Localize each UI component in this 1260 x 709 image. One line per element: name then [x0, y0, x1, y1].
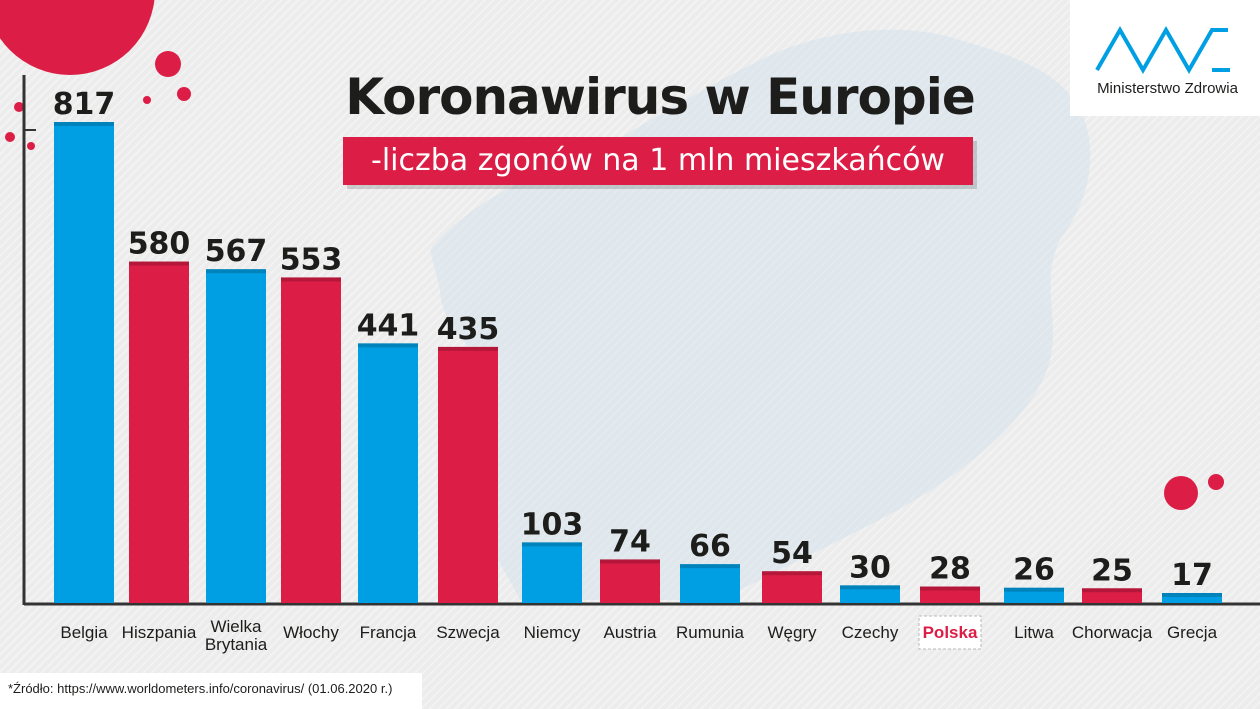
bar-węgry: [762, 571, 822, 603]
category-label: Czechy: [842, 623, 899, 642]
bar-top-shade: [54, 122, 114, 126]
bar-francja: [358, 343, 418, 603]
value-label: 17: [1171, 558, 1213, 593]
category-label: Grecja: [1167, 623, 1218, 642]
value-label: 567: [205, 234, 268, 269]
category-label: Polska: [923, 623, 978, 642]
value-label: 30: [849, 550, 891, 585]
value-label: 435: [437, 312, 500, 347]
virus-dot: [155, 51, 181, 77]
virus-dot: [27, 142, 35, 150]
value-label: 74: [609, 524, 651, 559]
footer-background: [0, 673, 422, 709]
bar-polska: [920, 586, 980, 603]
bar-rumunia: [680, 564, 740, 603]
bars-group: [54, 122, 1222, 603]
value-label: 817: [53, 87, 116, 122]
logo-background: [1070, 0, 1260, 116]
bar-wielka-brytania: [206, 269, 266, 603]
value-label: 441: [357, 308, 420, 343]
bar-top-shade: [206, 269, 266, 274]
value-label: 28: [929, 552, 971, 587]
bar-top-shade: [281, 277, 341, 282]
bar-top-shade: [762, 571, 822, 576]
bar-top-shade: [840, 585, 900, 590]
category-label: Francja: [360, 623, 417, 642]
virus-dot: [1208, 474, 1224, 490]
bar-top-shade: [920, 586, 980, 591]
value-label: 580: [128, 227, 191, 262]
category-label: Niemcy: [524, 623, 581, 642]
source-footnote: *Źródło: https://www.worldometers.info/c…: [8, 681, 393, 696]
category-label: Węgry: [767, 623, 817, 642]
bar-top-shade: [1004, 587, 1064, 592]
bar-belgia: [54, 122, 114, 603]
bar-top-shade: [600, 559, 660, 564]
category-labels-group: Belgia Hiszpania Wielka Brytania Włochy Franc…: [60, 615, 1218, 654]
category-label: Austria: [604, 623, 657, 642]
category-label: Włochy: [283, 623, 339, 642]
highlight-box: [918, 615, 982, 650]
bar-niemcy: [522, 542, 582, 603]
category-label: Belgia: [60, 623, 108, 642]
bar-grecja: [1162, 592, 1222, 603]
value-label: 66: [689, 529, 731, 564]
value-label: 26: [1013, 553, 1055, 588]
logo-org-name: Ministerstwo Zdrowia: [1097, 80, 1238, 97]
chart-subtitle: -liczba zgonów na 1 mln mieszkańców: [371, 143, 945, 178]
category-label: Rumunia: [676, 623, 745, 642]
bar-litwa: [1004, 587, 1064, 603]
virus-dot: [1164, 476, 1198, 510]
bar-top-shade: [438, 346, 498, 351]
category-label: Chorwacja: [1072, 623, 1153, 642]
subtitle-banner: [343, 137, 973, 185]
virus-dot: [143, 96, 151, 104]
category-label: Litwa: [1014, 623, 1054, 642]
bar-włochy: [281, 277, 341, 603]
bar-chorwacja: [1082, 588, 1142, 603]
logo-icon: [1095, 25, 1228, 75]
category-label: Hiszpania: [122, 623, 197, 642]
corner-blob: [0, 0, 155, 75]
category-label: Wielka Brytania: [205, 617, 268, 654]
value-label: 103: [521, 507, 584, 542]
virus-dot: [5, 132, 15, 142]
category-label: Szwecja: [436, 623, 500, 642]
virus-dot: [177, 87, 191, 101]
bar-top-shade: [358, 343, 418, 348]
bar-czechy: [840, 585, 900, 603]
bar-top-shade: [129, 261, 189, 266]
bar-top-shade: [1162, 592, 1222, 597]
virus-dot: [14, 102, 24, 112]
bar-top-shade: [522, 542, 582, 547]
value-label: 25: [1091, 553, 1133, 588]
value-label: 54: [771, 536, 813, 571]
bar-hiszpania: [129, 261, 189, 603]
value-label: 553: [280, 242, 343, 277]
bar-szwecja: [438, 346, 498, 603]
bar-austria: [600, 559, 660, 603]
bar-top-shade: [680, 564, 740, 569]
value-labels-group: 817 580 567 553 441 435 103 74 66 54 30 28 26 25 17: [53, 87, 1213, 593]
bar-top-shade: [1082, 588, 1142, 593]
chart-title: Koronawirus w Europie: [345, 68, 976, 126]
